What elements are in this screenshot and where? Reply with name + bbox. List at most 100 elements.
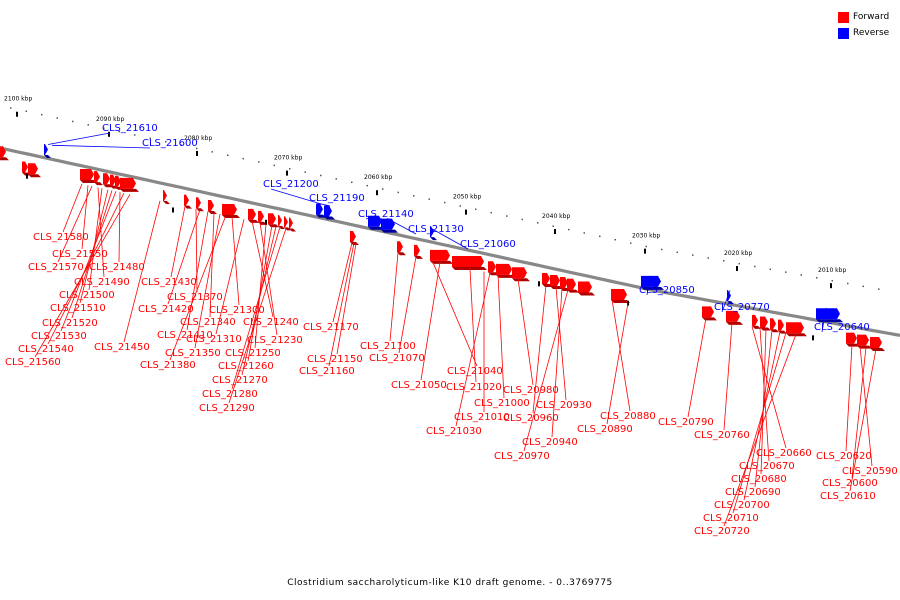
gene-label-forward[interactable]: CLS_21520	[42, 318, 98, 329]
forward-gene-block[interactable]	[184, 194, 192, 209]
gene-label-forward[interactable]: CLS_21070	[369, 353, 425, 364]
gene-label-forward[interactable]: CLS_21420	[138, 304, 194, 315]
gene-label-forward[interactable]: CLS_20960	[503, 413, 559, 424]
forward-gene-block[interactable]	[414, 244, 423, 259]
gene-label-forward[interactable]: CLS_21530	[31, 331, 87, 342]
forward-gene-block[interactable]	[94, 171, 103, 186]
gene-label-forward[interactable]: CLS_20600	[822, 478, 878, 489]
gene-label-forward[interactable]: CLS_21030	[426, 426, 482, 437]
gene-label-forward[interactable]: CLS_20590	[842, 466, 898, 477]
gene-label-forward[interactable]: CLS_21500	[59, 290, 115, 301]
gene-label-forward[interactable]: CLS_20660	[756, 448, 812, 459]
forward-gene-block[interactable]	[350, 230, 359, 245]
forward-gene-block[interactable]	[512, 267, 530, 282]
forward-gene-block[interactable]	[278, 215, 285, 230]
gene-label-forward[interactable]: CLS_21480	[89, 262, 145, 273]
gene-label-forward[interactable]: CLS_21240	[243, 317, 299, 328]
gene-label-forward[interactable]: CLS_21230	[247, 335, 303, 346]
forward-gene-block[interactable]	[284, 216, 291, 231]
gene-label-forward[interactable]: CLS_21020	[446, 382, 502, 393]
gene-label-forward[interactable]: CLS_21350	[165, 348, 221, 359]
forward-gene-block[interactable]	[28, 163, 41, 178]
forward-gene-block[interactable]	[430, 249, 453, 264]
gene-label-forward[interactable]: CLS_20710	[703, 513, 759, 524]
reverse-gene-block[interactable]	[44, 144, 51, 159]
gene-label-forward[interactable]: CLS_20680	[731, 474, 787, 485]
gene-label-forward[interactable]: CLS_21490	[74, 277, 130, 288]
reverse-gene-block[interactable]	[381, 218, 398, 233]
forward-gene-block[interactable]	[397, 241, 406, 256]
gene-label-forward[interactable]: CLS_21560	[5, 357, 61, 368]
gene-label-forward[interactable]: CLS_20930	[536, 400, 592, 411]
forward-gene-block[interactable]	[120, 177, 139, 192]
gene-label-forward[interactable]: CLS_20940	[522, 437, 578, 448]
forward-gene-block[interactable]	[846, 332, 860, 347]
forward-gene-block[interactable]	[857, 334, 872, 349]
gene-label-forward[interactable]: CLS_20720	[694, 526, 750, 537]
gene-label-forward[interactable]: CLS_21300	[209, 305, 265, 316]
gene-label-forward[interactable]: CLS_20980	[503, 385, 559, 396]
forward-gene-block[interactable]	[196, 197, 204, 212]
reverse-gene-block[interactable]	[727, 290, 734, 305]
forward-gene-block[interactable]	[0, 146, 9, 161]
forward-gene-block[interactable]	[770, 318, 779, 333]
forward-gene-block[interactable]	[567, 278, 579, 293]
gene-label-forward[interactable]: CLS_21580	[33, 232, 89, 243]
gene-label-forward[interactable]: CLS_20610	[820, 491, 876, 502]
forward-gene-block[interactable]	[778, 319, 787, 334]
forward-gene-block[interactable]	[248, 208, 259, 223]
forward-gene-block[interactable]	[163, 189, 170, 204]
gene-label-forward[interactable]: CLS_21290	[199, 403, 255, 414]
gene-label-forward[interactable]: CLS_21410	[157, 330, 213, 341]
gene-label-forward[interactable]: CLS_21040	[447, 366, 503, 377]
gene-label-forward[interactable]: CLS_21010	[454, 412, 510, 423]
gene-label-forward[interactable]: CLS_21310	[186, 334, 242, 345]
gene-label-reverse[interactable]: CLS_21600	[142, 138, 198, 149]
gene-label-forward[interactable]: CLS_21340	[180, 317, 236, 328]
gene-label-reverse[interactable]: CLS_21200	[263, 179, 319, 190]
gene-label-forward[interactable]: CLS_21570	[28, 262, 84, 273]
gene-label-reverse[interactable]: CLS_21060	[460, 239, 516, 250]
forward-gene-block[interactable]	[752, 314, 761, 329]
gene-label-forward[interactable]: CLS_20670	[739, 461, 795, 472]
forward-gene-block[interactable]	[550, 274, 563, 289]
reverse-gene-block[interactable]	[316, 203, 326, 218]
reverse-gene-block[interactable]	[816, 308, 843, 323]
forward-gene-block[interactable]	[496, 263, 515, 278]
forward-gene-block[interactable]	[870, 337, 885, 352]
forward-gene-block[interactable]	[611, 288, 630, 303]
gene-label-forward[interactable]: CLS_21100	[360, 341, 416, 352]
gene-label-forward[interactable]: CLS_20790	[658, 417, 714, 428]
reverse-gene-block[interactable]	[430, 226, 437, 241]
gene-label-reverse[interactable]: CLS_20850	[639, 285, 695, 296]
gene-label-reverse[interactable]: CLS_21190	[309, 193, 365, 204]
forward-gene-block[interactable]	[726, 310, 743, 325]
gene-label-forward[interactable]: CLS_21050	[391, 380, 447, 391]
forward-gene-block[interactable]	[289, 217, 296, 232]
gene-label-forward[interactable]: CLS_20620	[816, 451, 872, 462]
forward-gene-block[interactable]	[452, 256, 487, 271]
gene-label-forward[interactable]: CLS_21380	[140, 360, 196, 371]
forward-gene-block[interactable]	[222, 204, 240, 219]
forward-gene-block[interactable]	[578, 281, 595, 296]
gene-label-forward[interactable]: CLS_21430	[141, 277, 197, 288]
gene-label-forward[interactable]: CLS_21250	[225, 348, 281, 359]
gene-label-forward[interactable]: CLS_21160	[299, 366, 355, 377]
forward-gene-block[interactable]	[268, 213, 279, 228]
gene-label-reverse[interactable]: CLS_21140	[358, 209, 414, 220]
gene-label-forward[interactable]: CLS_21000	[474, 398, 530, 409]
gene-label-reverse[interactable]: CLS_20770	[714, 302, 770, 313]
forward-gene-block[interactable]	[208, 199, 217, 214]
gene-label-forward[interactable]: CLS_21150	[307, 354, 363, 365]
forward-gene-block[interactable]	[760, 316, 771, 331]
reverse-gene-block[interactable]	[641, 275, 664, 290]
gene-label-forward[interactable]: CLS_20880	[600, 411, 656, 422]
gene-label-reverse[interactable]: CLS_20640	[814, 322, 870, 333]
forward-gene-block[interactable]	[80, 168, 97, 183]
gene-label-forward[interactable]: CLS_20690	[725, 487, 781, 498]
forward-gene-block[interactable]	[786, 322, 807, 337]
gene-label-forward[interactable]: CLS_21540	[18, 344, 74, 355]
reverse-gene-block[interactable]	[368, 215, 385, 230]
gene-label-forward[interactable]: CLS_20970	[494, 451, 550, 462]
gene-label-reverse[interactable]: CLS_21610	[102, 123, 158, 134]
